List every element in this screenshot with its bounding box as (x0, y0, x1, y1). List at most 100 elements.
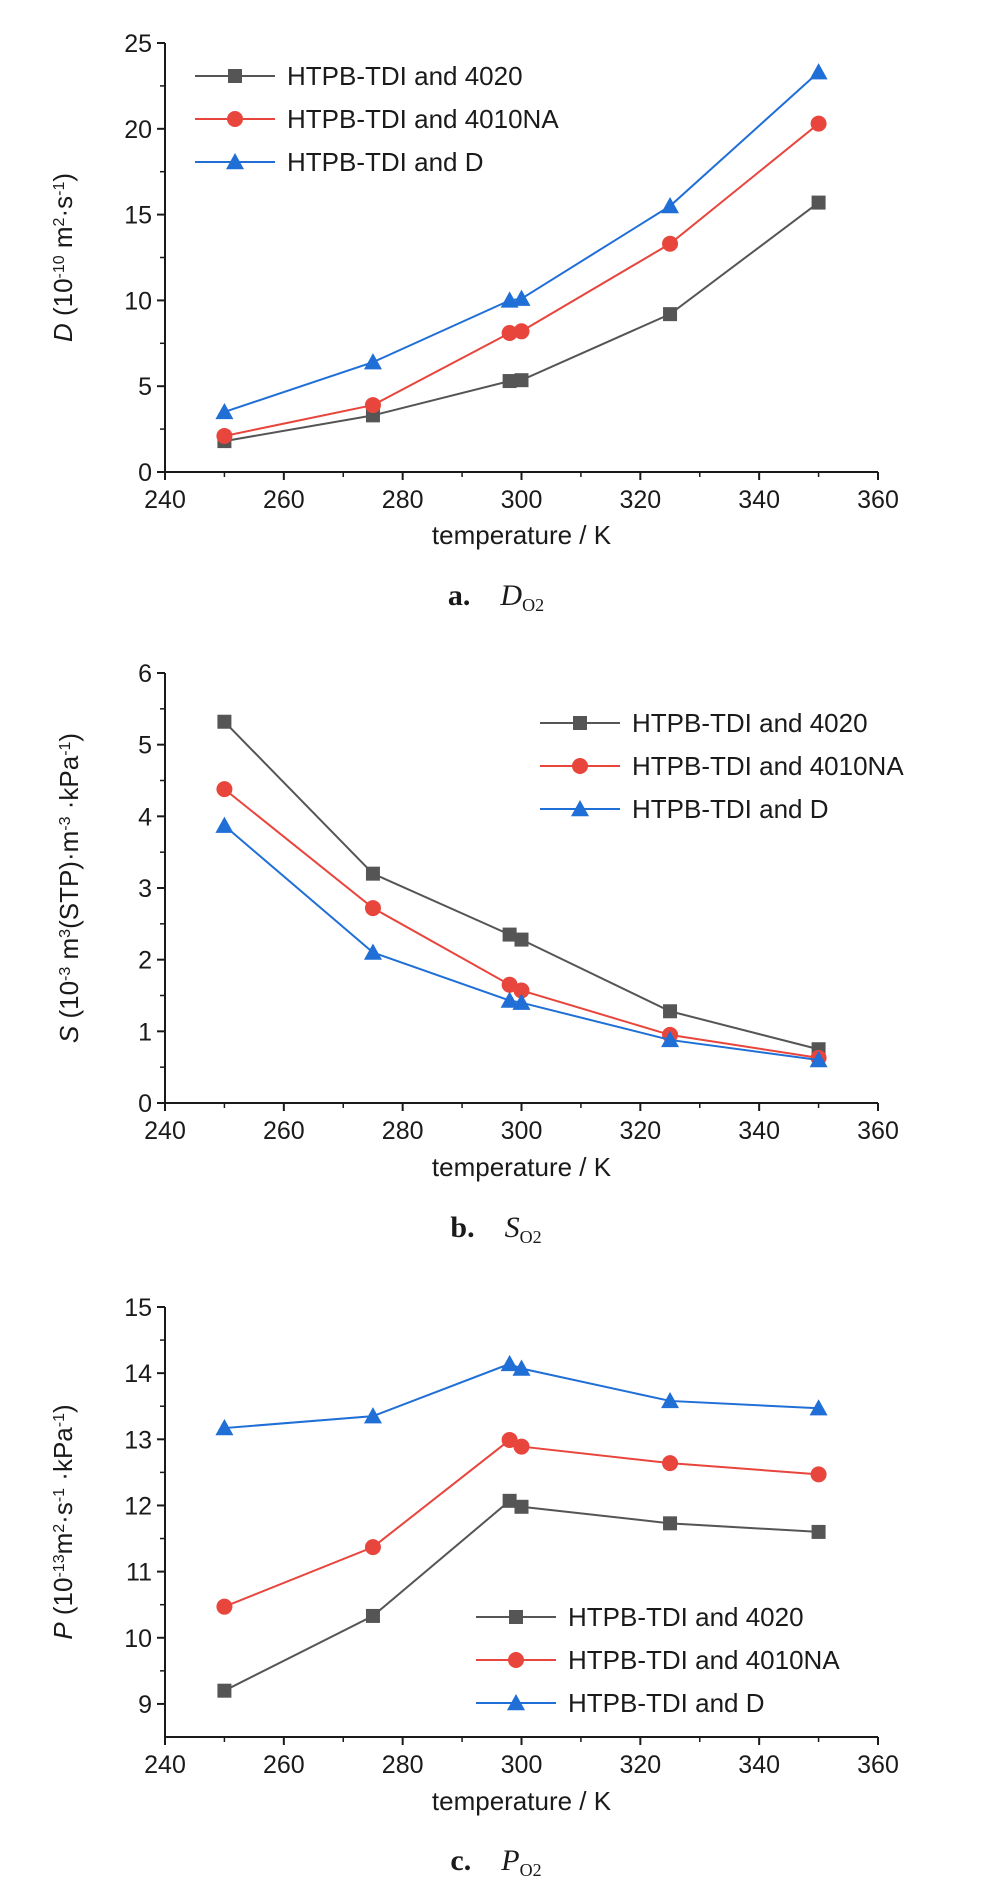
x-tick-label: 260 (263, 1117, 305, 1145)
legend-marker (573, 716, 587, 730)
data-point (810, 1466, 827, 1483)
data-point (215, 1419, 234, 1436)
data-point (663, 1004, 678, 1019)
data-point (661, 197, 680, 214)
data-point (513, 1438, 530, 1455)
y-tick-label: 1 (138, 1018, 152, 1046)
panel-caption: b. SO2 (450, 1211, 541, 1247)
data-point (216, 1598, 233, 1615)
x-tick-label: 320 (619, 1117, 661, 1145)
data-point (809, 63, 828, 80)
y-tick-label: 13 (124, 1426, 152, 1454)
legend-entry-label: HTPB-TDI and 4010NA (287, 104, 559, 134)
legend-entry-label: HTPB-TDI and D (287, 147, 484, 177)
chart-panel-a: 240 260 280 300 320 340 360 0 5 10 15 20 25 temperatu… (48, 30, 899, 615)
y-tick-label: 4 (138, 803, 152, 831)
x-tick-label: 280 (382, 1117, 424, 1145)
series-line (224, 71, 820, 413)
series-line (224, 201, 820, 443)
data-point (513, 323, 530, 340)
data-point (663, 307, 678, 322)
data-point (513, 982, 530, 999)
data-point (500, 991, 519, 1008)
legend: HTPB-TDI and 4020 HTPB-TDI and 4010NA HTPB… (540, 708, 904, 824)
y-tick-label: 14 (124, 1360, 152, 1388)
legend-entry-label: HTPB-TDI and 4020 (287, 61, 523, 91)
y-tick-label: 2 (138, 947, 152, 975)
x-tick-label: 340 (738, 1117, 780, 1145)
data-point (217, 714, 232, 729)
legend-entry-label: HTPB-TDI and D (568, 1688, 765, 1718)
y-tick-label: 5 (138, 732, 152, 760)
data-point (811, 1524, 826, 1539)
x-tick-label: 340 (738, 1751, 780, 1779)
x-tick-label: 320 (619, 486, 661, 514)
x-tick-label: 240 (144, 486, 186, 514)
series-2 (215, 816, 828, 1068)
data-point (809, 1399, 828, 1416)
y-axis-label: D (10-10 m2·s-1) (48, 173, 78, 342)
series-1 (216, 115, 827, 444)
x-tick-label: 240 (144, 1117, 186, 1145)
data-point (661, 1391, 680, 1409)
legend-entry-label: HTPB-TDI and 4020 (632, 708, 868, 738)
y-tick-label: 9 (138, 1691, 152, 1719)
data-point (663, 1516, 678, 1531)
x-tick-label: 300 (501, 1751, 543, 1779)
legend-marker (509, 1610, 523, 1624)
chart-panel-b: 240 260 280 300 320 340 360 0 1 2 3 4 5 6 temperature … (54, 660, 904, 1247)
y-tick-label: 15 (124, 202, 152, 230)
data-point (512, 289, 531, 306)
y-axis-label: P (10-13m2·s-1 ·kPa-1) (48, 1404, 78, 1639)
y-tick-label: 20 (124, 116, 152, 144)
data-point (217, 1683, 232, 1698)
x-tick-label: 280 (382, 486, 424, 514)
x-tick-label: 300 (501, 486, 543, 514)
series-line (224, 1438, 819, 1608)
legend-entry-label: HTPB-TDI and 4010NA (632, 751, 904, 781)
data-point (363, 943, 382, 960)
y-tick-label: 25 (124, 30, 152, 58)
x-axis-label: temperature / K (432, 1152, 612, 1182)
legend-marker (507, 1694, 525, 1711)
data-point (512, 993, 531, 1010)
data-point (512, 1359, 531, 1376)
data-point (810, 115, 827, 132)
data-point (501, 1431, 518, 1448)
data-point (364, 900, 381, 917)
legend: HTPB-TDI and 4020 HTPB-TDI and 4010NA HTPB… (476, 1602, 840, 1718)
data-point (514, 1499, 529, 1514)
series-2 (215, 63, 828, 420)
data-point (502, 374, 517, 389)
x-tick-label: 340 (738, 486, 780, 514)
data-point (809, 1051, 828, 1068)
y-tick-label: 12 (124, 1492, 152, 1520)
y-tick-label: 0 (138, 1090, 152, 1118)
y-tick-label: 10 (124, 1625, 152, 1653)
x-tick-label: 260 (263, 486, 305, 514)
data-point (514, 932, 529, 947)
legend-entry-label: HTPB-TDI and 4020 (568, 1602, 804, 1632)
series-0 (217, 1493, 826, 1698)
x-tick-label: 320 (619, 1751, 661, 1779)
data-point (502, 1493, 517, 1508)
y-tick-label: 10 (124, 287, 152, 315)
y-tick-label: 11 (126, 1559, 152, 1587)
chart-panel-c: 240 260 280 300 320 340 360 9 10 11 12 13 14 15 temper… (48, 1294, 899, 1880)
data-point (661, 1030, 680, 1048)
legend-marker (226, 153, 244, 170)
series-2 (215, 1354, 828, 1436)
x-axis-label: temperature / K (432, 1786, 612, 1816)
legend-marker (227, 111, 243, 127)
x-tick-label: 360 (857, 486, 899, 514)
series-line (223, 824, 819, 1061)
legend: HTPB-TDI and 4020 HTPB-TDI and 4010NA HTPB… (195, 61, 559, 177)
y-tick-label: 15 (124, 1294, 152, 1322)
data-point (216, 781, 233, 798)
x-tick-label: 280 (382, 1751, 424, 1779)
panel-caption: c. PO2 (450, 1844, 541, 1880)
data-point (215, 402, 234, 420)
data-point (662, 235, 679, 252)
legend-marker (228, 69, 242, 83)
